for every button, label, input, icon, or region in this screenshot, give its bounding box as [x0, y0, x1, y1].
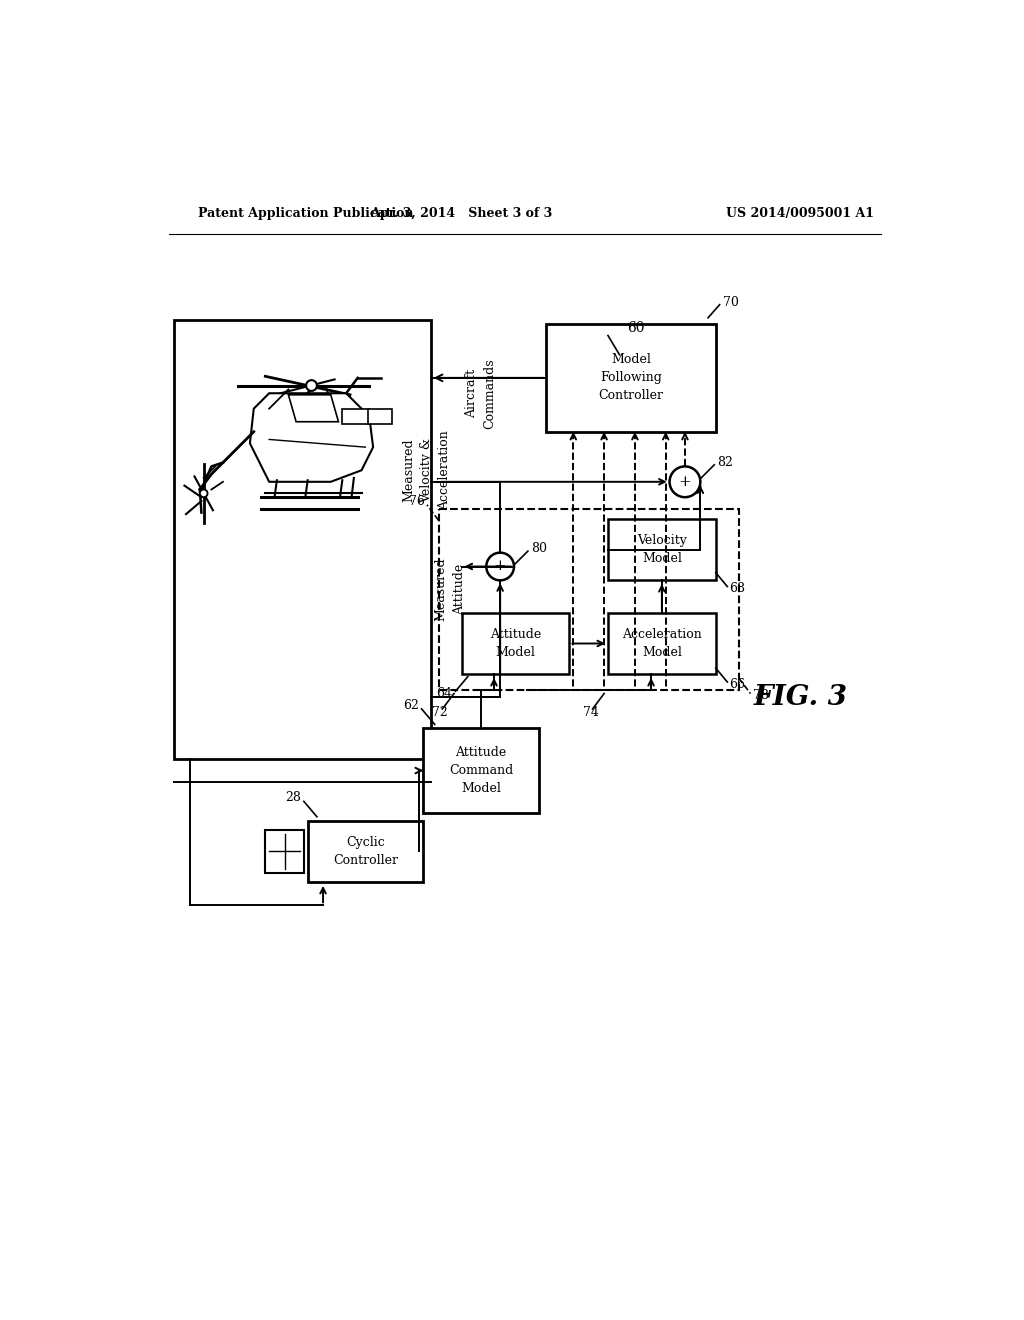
- Text: US 2014/0095001 A1: US 2014/0095001 A1: [726, 207, 874, 220]
- Polygon shape: [289, 395, 339, 422]
- Text: Apr. 3, 2014   Sheet 3 of 3: Apr. 3, 2014 Sheet 3 of 3: [371, 207, 553, 220]
- Text: 80: 80: [531, 543, 547, 556]
- Text: Model
Following
Controller: Model Following Controller: [599, 354, 664, 403]
- Text: FIG. 3: FIG. 3: [754, 684, 848, 711]
- Bar: [307, 821, 423, 882]
- Text: +: +: [494, 560, 507, 573]
- Text: 68: 68: [730, 582, 745, 594]
- Bar: [547, 323, 716, 432]
- Text: 82: 82: [717, 455, 733, 469]
- Text: 74: 74: [583, 706, 599, 719]
- Bar: [342, 409, 370, 424]
- Bar: [265, 830, 304, 873]
- Bar: [423, 729, 539, 813]
- Text: Aircraft
Commands: Aircraft Commands: [466, 358, 497, 429]
- Text: Attitude
Command
Model: Attitude Command Model: [449, 746, 513, 795]
- Text: Measured
Attitude: Measured Attitude: [434, 558, 466, 622]
- Text: 60: 60: [628, 321, 645, 335]
- Text: Velocity
Model: Velocity Model: [637, 535, 687, 565]
- Text: 62: 62: [403, 698, 419, 711]
- Text: 70: 70: [724, 296, 739, 309]
- Text: 66: 66: [730, 677, 745, 690]
- Circle shape: [670, 466, 700, 498]
- Text: Patent Application Publication: Patent Application Publication: [199, 207, 414, 220]
- Bar: [438, 508, 739, 689]
- Circle shape: [306, 380, 316, 391]
- Text: 78: 78: [753, 689, 769, 702]
- Bar: [368, 409, 392, 424]
- Text: 64: 64: [436, 686, 453, 700]
- Bar: [608, 519, 716, 581]
- Bar: [462, 612, 569, 675]
- Text: 76: 76: [409, 495, 425, 508]
- Text: +: +: [679, 475, 691, 488]
- Circle shape: [486, 553, 514, 581]
- Text: Measured
Velocity &
Acceleration: Measured Velocity & Acceleration: [402, 430, 452, 510]
- Circle shape: [200, 490, 208, 498]
- Bar: [174, 321, 431, 759]
- Text: 28: 28: [286, 791, 301, 804]
- Bar: [608, 612, 716, 675]
- Text: Acceleration
Model: Acceleration Model: [622, 628, 701, 659]
- Text: 72: 72: [432, 706, 447, 719]
- Text: Cyclic
Controller: Cyclic Controller: [333, 836, 398, 867]
- Text: Attitude
Model: Attitude Model: [489, 628, 542, 659]
- Polygon shape: [250, 393, 373, 482]
